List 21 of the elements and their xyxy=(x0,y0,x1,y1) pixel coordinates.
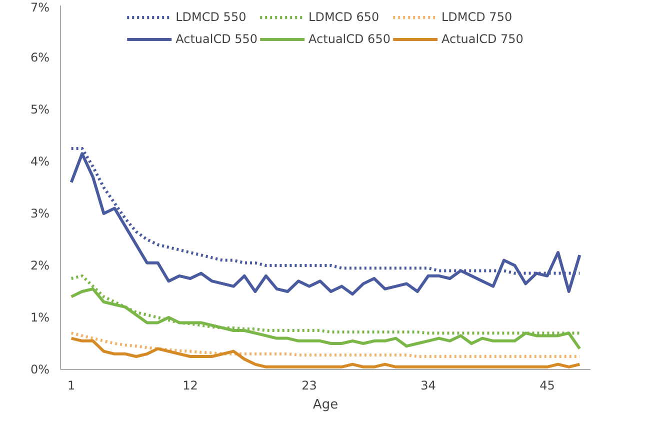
x-axis-title: Age xyxy=(312,398,338,412)
legend-label: LDMCD 550 xyxy=(176,10,246,24)
x-tick-label: 1 xyxy=(68,378,76,392)
y-tick-label: 3% xyxy=(30,206,50,220)
legend-label: LDMCD 650 xyxy=(308,10,380,24)
y-tick-label: 4% xyxy=(30,154,50,168)
y-tick-label: 0% xyxy=(30,362,50,376)
x-tick-label: 34 xyxy=(420,378,436,392)
legend-label: LDMCD 750 xyxy=(441,10,512,24)
y-tick-label: 2% xyxy=(30,258,50,272)
y-tick-label: 6% xyxy=(30,50,50,64)
legend-label: ActualCD 750 xyxy=(441,32,524,46)
legend-label: ActualCD 650 xyxy=(308,32,390,46)
x-tick-label: 45 xyxy=(540,378,555,392)
x-tick-label: 12 xyxy=(182,378,198,392)
y-tick-label: 7% xyxy=(30,0,50,14)
legend-label: ActualCD 550 xyxy=(176,32,258,46)
line-series xyxy=(70,336,582,368)
x-tick-label: 23 xyxy=(302,378,317,392)
y-tick-label: 1% xyxy=(30,310,50,324)
y-tick-label: 5% xyxy=(30,102,50,116)
